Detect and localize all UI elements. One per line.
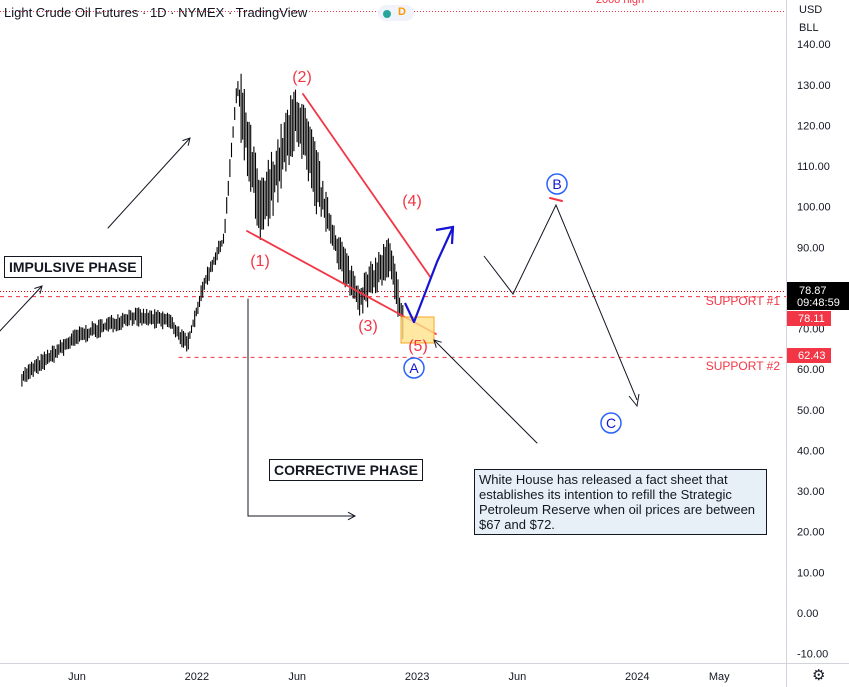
price-tick-label: 130.00 (797, 80, 831, 92)
wedge-upper-line (302, 93, 432, 279)
price-tick-label: 110.00 (797, 161, 830, 173)
wave-3-label: (3) (358, 318, 378, 335)
currency-label[interactable]: USD (799, 4, 823, 16)
data-delay-icon: D (398, 6, 406, 18)
price-tick-label: 40.00 (797, 445, 825, 457)
time-tick-label: 2022 (185, 671, 209, 683)
support-levels: 2008 high SUPPORT #1 SUPPORT #2 78.8709:48:… (0, 0, 849, 373)
wave-1-label: (1) (250, 253, 270, 270)
wave-4-label: (4) (402, 193, 422, 210)
impulse-arrow-upper-head (182, 137, 191, 146)
bar-countdown: 09:48:59 (797, 297, 840, 309)
support-1-badge (787, 311, 831, 326)
support-1-badge-value: 78.11 (798, 313, 825, 325)
abc-projection-path (483, 203, 638, 401)
wave-b-marker (549, 197, 563, 202)
support-2-badge-value: 62.43 (798, 350, 826, 362)
chart-title: Light Crude Oil Futures · 1D · NYMEX · T… (4, 5, 308, 20)
time-tick-label: Jun (509, 671, 527, 683)
impulse-arrow-lower-head (34, 285, 43, 294)
support-2-badge (787, 348, 831, 363)
time-tick-label: Jun (288, 671, 306, 683)
spr-note: White House has released a fact sheet th… (474, 469, 767, 535)
corrective-bracket-arrow-head (347, 511, 357, 521)
candle-wicks (21, 73, 404, 387)
blue-projection-arrowhead (435, 225, 455, 245)
price-tick-label: 100.00 (797, 202, 831, 214)
high-2008-label: 2008 high (596, 0, 644, 6)
price-tick-label: 60.00 (797, 364, 825, 376)
unit-label[interactable]: BLL (799, 22, 819, 34)
target-zone (400, 316, 435, 344)
wave-2-label: (2) (292, 69, 312, 86)
price-tick-label: 120.00 (797, 120, 831, 132)
price-tick-label: 10.00 (797, 567, 825, 579)
market-open-dot-icon (383, 10, 391, 18)
impulse-arrow-upper (107, 137, 191, 229)
last-price-badge[interactable] (787, 282, 849, 310)
price-tick-label: 20.00 (797, 527, 825, 539)
time-tick-label: Jun (68, 671, 86, 683)
wave-b-label-circle (546, 173, 568, 195)
note-pointer-arrow (433, 339, 538, 444)
price-tick-label: 30.00 (797, 486, 825, 498)
abc-projection-arrowhead (628, 393, 640, 408)
time-tick-label: May (709, 671, 730, 683)
wave-c-label: C (606, 415, 616, 431)
time-tick-label: 2024 (625, 671, 649, 683)
price-tick-label: -10.00 (797, 649, 828, 661)
impulse-arrow-lower (0, 285, 43, 332)
price-tick-label: 140.00 (797, 39, 831, 51)
price-tick-label: 0.00 (797, 608, 818, 620)
price-tick-label: 70.00 (797, 324, 825, 336)
chart-labels: (2) (1) (4) (3) (5) A B C (250, 69, 622, 434)
support-1-label: SUPPORT #1 (706, 294, 781, 308)
wave-c-label-circle (600, 412, 622, 434)
price-tick-label: 90.00 (797, 242, 825, 254)
support-2-label: SUPPORT #2 (706, 359, 781, 373)
note-pointer-arrow-head (433, 339, 442, 348)
corrective-phase-label: CORRECTIVE PHASE (269, 459, 423, 481)
price-tick-label: 50.00 (797, 405, 825, 417)
last-price-value: 78.87 (799, 285, 827, 297)
candles (21, 73, 404, 387)
wave-a-label: A (409, 360, 419, 376)
wave-b-label: B (552, 176, 561, 192)
time-tick-label: 2023 (405, 671, 429, 683)
impulsive-phase-label: IMPULSIVE PHASE (4, 256, 142, 278)
wave-a-label-circle (403, 357, 425, 379)
blue-projection-path (404, 226, 455, 324)
wave-drawings (0, 93, 640, 521)
wave-5-label: (5) (408, 338, 428, 355)
settings-gear-icon[interactable]: ⚙ (812, 667, 826, 684)
